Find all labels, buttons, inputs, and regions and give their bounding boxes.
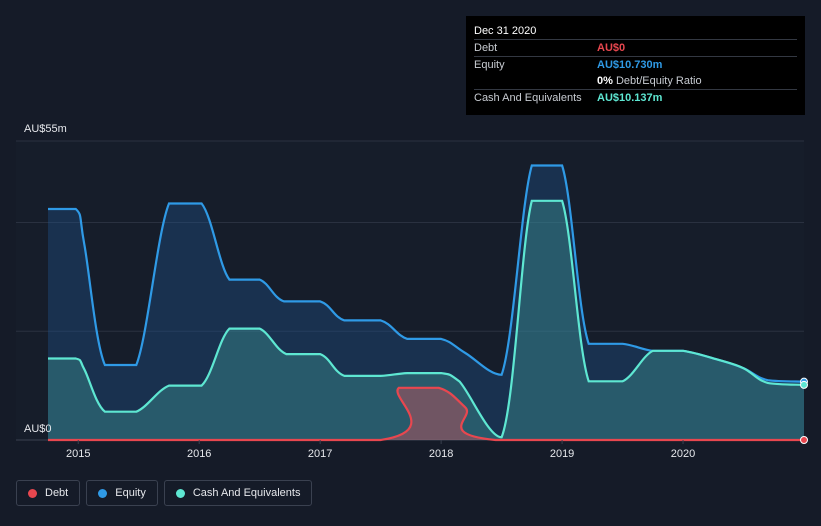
cash-dot-icon — [175, 488, 185, 498]
x-tick-label-2018: 2018 — [429, 448, 453, 460]
end-markers — [800, 377, 808, 444]
tooltip-equity-value: AU$10.730m — [597, 59, 663, 71]
series-lines — [47, 164, 805, 442]
legend-item-cash[interactable]: Cash And Equivalents — [163, 480, 313, 506]
tooltip-row-cash: Cash And Equivalents AU$10.137m — [474, 89, 797, 106]
tooltip-ratio-label — [474, 73, 597, 89]
debt-dot-icon — [28, 488, 37, 498]
area-equity — [48, 165, 804, 440]
legend-item-equity[interactable]: Equity — [86, 480, 158, 506]
tooltip-cash-label: Cash And Equivalents — [474, 92, 582, 104]
tooltip-debt-label: Debt — [474, 42, 498, 54]
x-tick-label-2017: 2017 — [308, 448, 332, 460]
area-fills — [48, 165, 804, 440]
legend-label-equity: Equity — [115, 487, 146, 499]
tooltip-cash-value: AU$10.137m — [597, 92, 663, 104]
tooltip-ratio-value: 0% — [597, 75, 613, 87]
legend-item-debt[interactable]: Debt — [16, 480, 81, 506]
x-tick-label-2016: 2016 — [187, 448, 211, 460]
end-marker-cash-and-equivalents — [800, 380, 808, 389]
equity-dot-icon — [98, 488, 108, 498]
tooltip-date: Dec 31 2020 — [474, 25, 537, 37]
legend: Debt Equity Cash And Equivalents — [16, 480, 313, 506]
area-cash-and-equivalents — [48, 200, 804, 440]
legend-label-debt: Debt — [45, 487, 69, 499]
plot-background — [16, 141, 804, 440]
legend-label-cash: Cash And Equivalents — [192, 487, 301, 499]
tooltip-ratio-suffix: Debt/Equity Ratio — [615, 75, 702, 87]
x-tick-label-2020: 2020 — [671, 448, 695, 460]
tooltip-equity-label: Equity — [474, 59, 505, 71]
grid-lines — [16, 140, 804, 441]
y-axis-top-label: AU$55m — [24, 123, 67, 135]
tooltip-row-debt: Debt AU$0 — [474, 39, 797, 56]
area-debt — [48, 387, 804, 440]
line-debt — [48, 386, 804, 442]
x-tick-label-2015: 2015 — [66, 448, 90, 460]
end-marker-debt — [800, 436, 808, 444]
x-tick-label-2019: 2019 — [550, 448, 574, 460]
tooltip-row-equity: Equity AU$10.730m — [474, 56, 797, 73]
tooltip-debt-value: AU$0 — [597, 42, 626, 54]
data-tooltip: Dec 31 2020 Debt AU$0 Equity AU$10.730m … — [466, 16, 805, 115]
x-tick-labels: 2015 2016 2017 2018 2019 2020 — [66, 440, 695, 460]
y-axis-bottom-label: AU$0 — [24, 423, 52, 435]
tooltip-row-ratio: 0% Debt/Equity Ratio — [474, 73, 797, 89]
line-cash-and-equivalents — [47, 199, 805, 439]
